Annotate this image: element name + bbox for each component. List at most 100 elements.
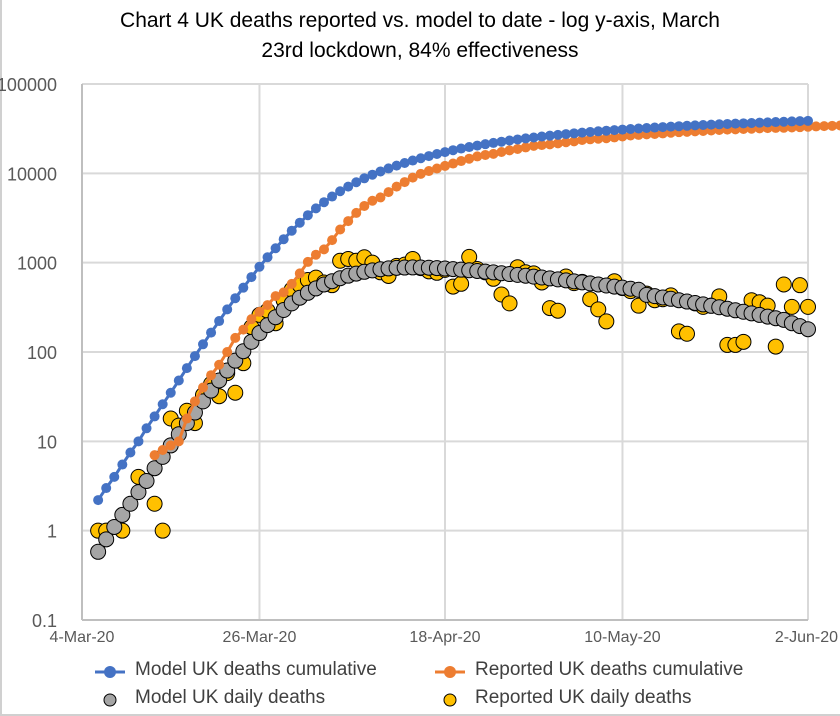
x-tick-label: 18-Apr-20: [409, 629, 480, 646]
data-point: [367, 169, 378, 180]
legend-marker-orange-icon: [435, 663, 465, 678]
legend-item-reported-cumulative: Reported UK deaths cumulative: [435, 656, 743, 684]
data-point: [448, 145, 459, 156]
data-point: [327, 191, 338, 202]
data-point: [561, 137, 571, 148]
data-point: [383, 187, 394, 198]
data-point: [698, 120, 709, 131]
data-point: [130, 484, 147, 501]
data-point: [520, 133, 531, 144]
legend: Model UK deaths cumulative Reported UK d…: [0, 654, 840, 714]
data-point: [101, 483, 112, 494]
data-point: [528, 140, 539, 151]
data-point: [593, 126, 604, 137]
data-point: [407, 172, 418, 183]
data-point: [133, 436, 144, 447]
legend-marker-gray-icon: [95, 691, 125, 707]
data-point: [399, 158, 410, 169]
data-point: [431, 149, 442, 160]
data-point: [673, 121, 684, 132]
data-point: [149, 411, 160, 422]
data-point: [399, 177, 410, 188]
data-point: [149, 450, 160, 461]
data-point: [735, 333, 752, 350]
data-point: [198, 382, 208, 393]
data-point: [335, 186, 346, 197]
data-point: [630, 297, 647, 314]
y-tick-label: 100000: [0, 75, 57, 95]
data-point: [230, 332, 241, 343]
data-point: [154, 522, 171, 539]
data-point: [93, 495, 104, 506]
data-point: [206, 370, 217, 381]
data-point: [351, 207, 362, 218]
y-tick-label: 100: [27, 343, 57, 363]
data-point: [198, 339, 208, 350]
data-point: [327, 235, 338, 246]
data-point: [146, 495, 163, 512]
data-point: [786, 116, 797, 127]
data-point: [415, 168, 426, 179]
data-point: [504, 145, 515, 156]
data-point: [714, 119, 725, 130]
data-point: [794, 116, 805, 127]
data-point: [310, 249, 321, 260]
data-point: [488, 148, 499, 159]
data-point: [585, 134, 596, 145]
data-point: [286, 278, 297, 289]
data-point: [165, 440, 176, 451]
data-point: [679, 325, 695, 342]
data-point: [609, 125, 620, 136]
data-point: [480, 149, 491, 160]
data-point: [448, 158, 459, 169]
data-point: [811, 121, 822, 132]
data-point: [770, 117, 781, 128]
data-point: [319, 244, 329, 255]
data-point: [552, 129, 563, 140]
data-point: [114, 506, 131, 523]
data-point: [754, 117, 765, 128]
data-point: [440, 147, 450, 158]
data-point: [665, 121, 676, 132]
data-point: [310, 203, 321, 214]
data-point: [544, 139, 555, 150]
legend-item-reported-daily: Reported UK daily deaths: [435, 684, 692, 712]
data-point: [690, 120, 701, 131]
x-tick-label: 4-Mar-20: [50, 629, 115, 646]
data-point: [512, 143, 523, 154]
chart-title-line-2: 23rd lockdown, 84% effectiveness: [261, 39, 579, 62]
data-point: [472, 140, 483, 151]
data-marks: [90, 115, 840, 560]
data-point: [141, 423, 152, 434]
data-point: [528, 132, 539, 143]
data-point: [835, 120, 840, 131]
data-point: [246, 272, 257, 283]
data-point: [762, 117, 773, 128]
data-point: [633, 123, 644, 134]
data-point: [496, 136, 507, 147]
data-point: [302, 256, 313, 267]
legend-item-model-daily: Model UK daily deaths: [95, 684, 325, 712]
data-point: [106, 518, 123, 535]
data-point: [415, 153, 426, 164]
data-point: [803, 115, 813, 126]
data-point: [496, 146, 507, 157]
data-point: [423, 151, 434, 162]
data-point: [593, 133, 604, 144]
data-point: [214, 316, 225, 327]
legend-label: Model UK daily deaths: [135, 687, 326, 708]
x-tick-label: 2-Jun-20: [775, 629, 838, 646]
data-point: [238, 324, 249, 335]
data-point: [730, 118, 741, 129]
data-point: [343, 181, 354, 192]
y-tick-label: 0.1: [32, 611, 57, 631]
data-point: [270, 291, 281, 302]
legend-item-model-cumulative: Model UK deaths cumulative: [95, 656, 377, 684]
data-point: [791, 277, 808, 294]
data-point: [383, 163, 394, 174]
y-axis-tick-labels: 100000 10000 1000 100 10 1 0.1: [0, 75, 57, 631]
data-point: [778, 116, 789, 127]
legend-marker-yellow-icon: [435, 691, 465, 707]
series-model-uk-deaths-cumulative: [93, 115, 813, 506]
data-point: [230, 293, 241, 304]
